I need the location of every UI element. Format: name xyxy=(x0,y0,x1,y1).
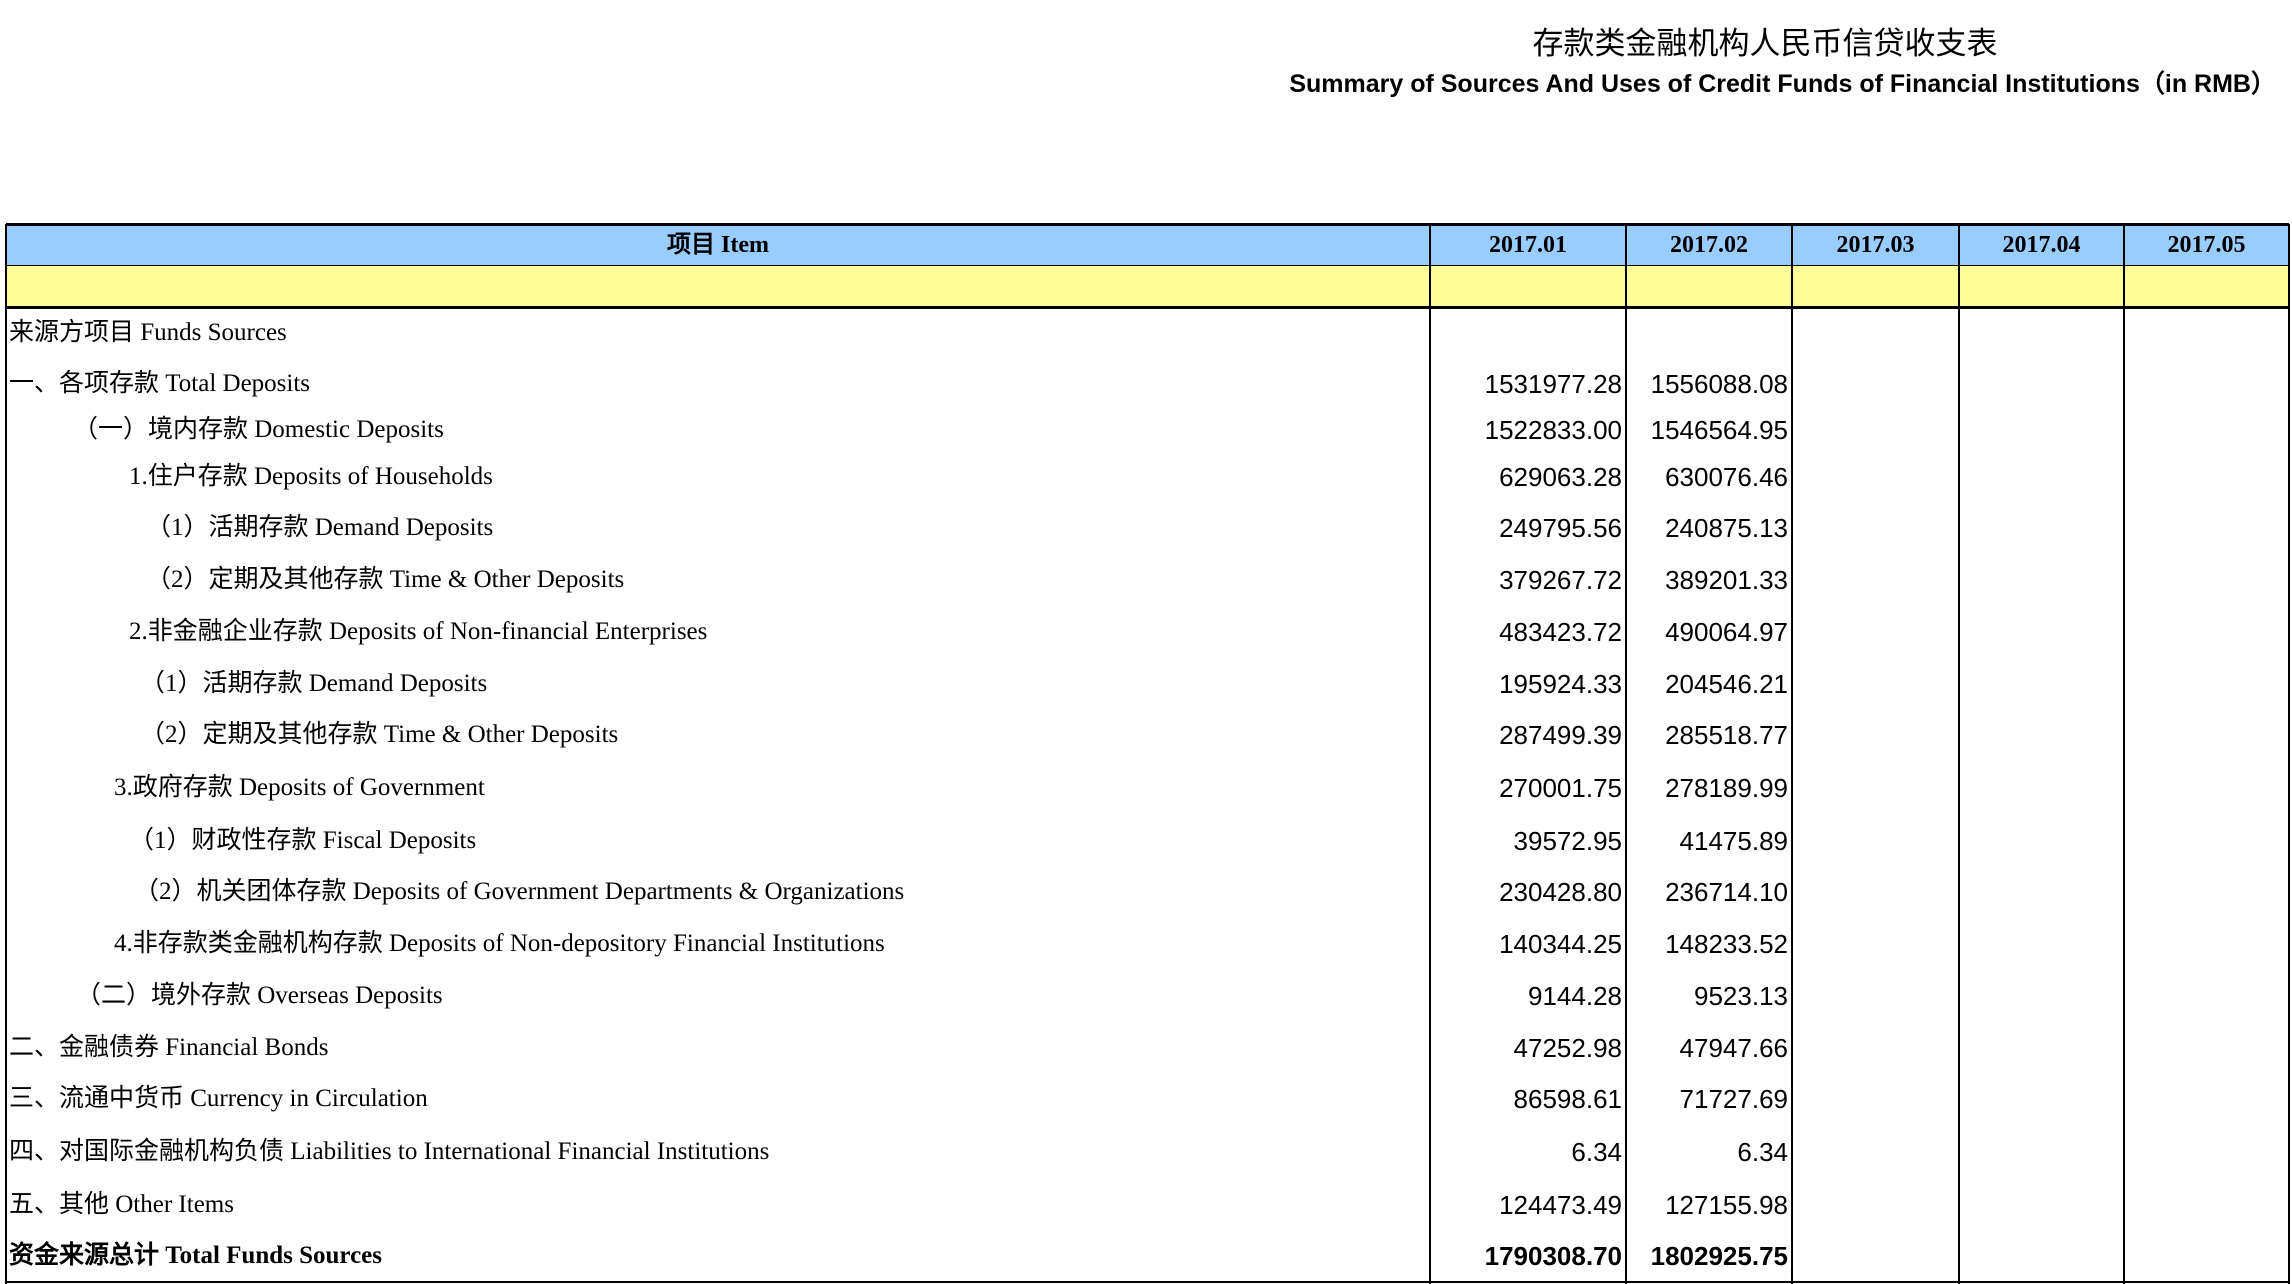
row-label: （2）定期及其他存款 Time & Other Deposits xyxy=(140,721,619,748)
cell-value: 1556088.08 xyxy=(1650,369,1788,399)
rule xyxy=(6,265,2289,266)
row-label: 来源方项目 Funds Sources xyxy=(9,319,287,346)
column-header: 2017.02 xyxy=(1670,232,1748,258)
cell-value: 483423.72 xyxy=(1499,617,1622,647)
cell-value: 6.34 xyxy=(1737,1137,1788,1167)
row-label: （二）境外存款 Overseas Deposits xyxy=(76,982,443,1009)
row-label: （1）活期存款 Demand Deposits xyxy=(140,670,488,697)
row-label: （1）活期存款 Demand Deposits xyxy=(146,514,494,541)
cell-value: 630076.46 xyxy=(1665,462,1788,492)
cell-value: 285518.77 xyxy=(1665,720,1788,750)
column-rule xyxy=(5,224,7,1284)
row-label: 4.非存款类金融机构存款 Deposits of Non-depository … xyxy=(114,930,885,957)
row-label: 四、对国际金融机构负债 Liabilities to International… xyxy=(9,1138,770,1165)
rule xyxy=(6,1281,2289,1283)
cell-value: 270001.75 xyxy=(1499,773,1622,803)
column-header: 2017.03 xyxy=(1836,232,1915,258)
column-header: 2017.01 xyxy=(1489,232,1567,258)
cell-value: 230428.80 xyxy=(1499,877,1622,907)
cell-value: 287499.39 xyxy=(1499,720,1622,750)
cell-value: 71727.69 xyxy=(1679,1084,1788,1114)
row-label: （一）境内存款 Domestic Deposits xyxy=(73,416,444,443)
cell-value: 6.34 xyxy=(1571,1137,1622,1167)
cell-value: 389201.33 xyxy=(1665,565,1788,595)
blank-row xyxy=(6,266,2289,307)
cell-value: 278189.99 xyxy=(1665,773,1788,803)
row-label: （2）机关团体存款 Deposits of Government Departm… xyxy=(134,878,905,905)
row-label: 五、其他 Other Items xyxy=(9,1191,234,1218)
cell-value: 629063.28 xyxy=(1499,462,1622,492)
title: 存款类金融机构人民币信贷收支表 xyxy=(1532,26,1998,61)
column-header: 项目 Item xyxy=(667,232,769,258)
cell-value: 124473.49 xyxy=(1499,1190,1622,1220)
cell-value: 39572.95 xyxy=(1513,826,1622,856)
cell-value: 41475.89 xyxy=(1679,826,1788,856)
cell-value: 127155.98 xyxy=(1665,1190,1788,1220)
column-rule xyxy=(1958,224,1960,1284)
cell-value: 1522833.00 xyxy=(1484,415,1622,445)
subtitle: Summary of Sources And Uses of Credit Fu… xyxy=(1289,70,2276,98)
row-label: （2）定期及其他存款 Time & Other Deposits xyxy=(146,566,625,593)
cell-value: 236714.10 xyxy=(1665,877,1788,907)
cell-value: 148233.52 xyxy=(1665,929,1788,959)
cell-value: 195924.33 xyxy=(1499,669,1622,699)
column-rule xyxy=(1791,224,1793,1284)
row-label: 二、金融债券 Financial Bonds xyxy=(9,1034,329,1061)
cell-value: 47252.98 xyxy=(1513,1033,1622,1063)
row-label: 一、各项存款 Total Deposits xyxy=(9,370,311,397)
column-header: 2017.04 xyxy=(2002,232,2081,258)
column-rule xyxy=(2288,224,2290,1284)
column-rule xyxy=(1429,224,1431,1284)
row-label: 3.政府存款 Deposits of Government xyxy=(114,774,485,801)
cell-value: 9144.28 xyxy=(1528,981,1622,1011)
cell-value: 249795.56 xyxy=(1499,513,1622,543)
cell-value: 1790308.70 xyxy=(1484,1241,1622,1271)
cell-value: 1531977.28 xyxy=(1484,369,1622,399)
cell-value: 490064.97 xyxy=(1665,617,1788,647)
cell-value: 86598.61 xyxy=(1513,1084,1622,1114)
cell-value: 379267.72 xyxy=(1499,565,1622,595)
cell-value: 204546.21 xyxy=(1665,669,1788,699)
cell-value: 9523.13 xyxy=(1694,981,1788,1011)
row-label: 1.住户存款 Deposits of Households xyxy=(129,463,493,490)
rule xyxy=(6,306,2289,309)
cell-value: 1546564.95 xyxy=(1650,415,1788,445)
cell-value: 140344.25 xyxy=(1499,929,1622,959)
row-label: 资金来源总计 Total Funds Sources xyxy=(9,1242,382,1269)
column-header: 2017.05 xyxy=(2167,232,2246,258)
row-label: （1）财政性存款 Fiscal Deposits xyxy=(129,827,477,854)
column-rule xyxy=(2123,224,2125,1284)
cell-value: 1802925.75 xyxy=(1650,1241,1788,1271)
cell-value: 240875.13 xyxy=(1665,513,1788,543)
header-row xyxy=(6,224,2289,266)
row-label: 三、流通中货币 Currency in Circulation xyxy=(9,1085,428,1112)
column-rule xyxy=(1625,224,1627,1284)
cell-value: 47947.66 xyxy=(1679,1033,1788,1063)
row-label: 2.非金融企业存款 Deposits of Non-financial Ente… xyxy=(129,618,708,645)
rule xyxy=(6,223,2289,226)
